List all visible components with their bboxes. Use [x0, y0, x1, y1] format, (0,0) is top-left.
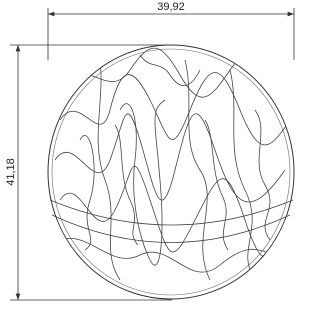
height-label: 41,18 — [5, 158, 17, 186]
ball — [48, 45, 294, 299]
width-dimension: 39,92 — [48, 1, 294, 60]
width-label: 39,92 — [157, 1, 185, 13]
technical-drawing: 39,92 41,18 — [0, 0, 297, 309]
page: 39,92 41,18 (() => { const d — [0, 0, 297, 309]
